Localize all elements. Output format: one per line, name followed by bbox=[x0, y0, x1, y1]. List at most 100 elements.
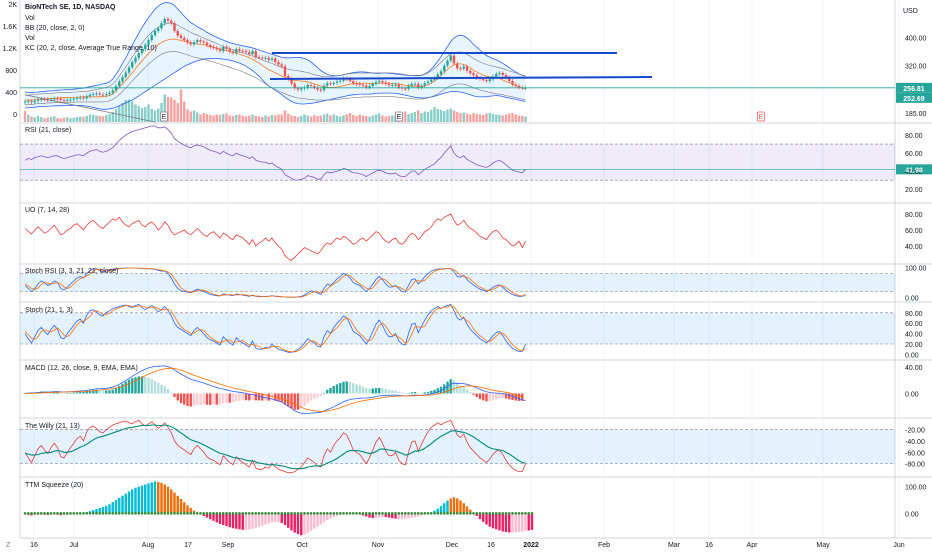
volume-bar bbox=[342, 115, 345, 122]
volume-bar bbox=[114, 109, 118, 122]
ttm-squeeze-dot bbox=[377, 512, 381, 515]
ttm-histogram-bar bbox=[111, 502, 114, 514]
volume-bar bbox=[134, 104, 137, 122]
ttm-squeeze-dot bbox=[514, 512, 518, 515]
macd-histogram-bar bbox=[140, 376, 144, 394]
price-candle bbox=[332, 82, 335, 84]
ttm-histogram-bar bbox=[368, 513, 371, 518]
ttm-histogram-bar bbox=[384, 513, 387, 518]
volume-bar bbox=[111, 112, 114, 122]
ttm-squeeze-dot bbox=[439, 512, 443, 515]
ttm-squeeze-dot bbox=[212, 512, 215, 515]
volume-bar bbox=[436, 109, 439, 122]
price-candle bbox=[111, 90, 114, 93]
volume-bar bbox=[144, 107, 147, 122]
price-candle bbox=[23, 101, 27, 103]
ttm-squeeze-dot bbox=[309, 512, 313, 515]
ttm-histogram-bar bbox=[508, 513, 511, 533]
x-axis-tick-label: Dec bbox=[446, 542, 459, 549]
ttm-squeeze-dot bbox=[221, 512, 225, 515]
price-candle bbox=[501, 72, 504, 76]
stoch-axis-label: 0.00 bbox=[905, 352, 919, 359]
rsi-band-fill bbox=[20, 144, 895, 181]
price-candle bbox=[456, 63, 459, 69]
ttm-histogram-bar bbox=[433, 510, 436, 514]
price-candle bbox=[160, 23, 163, 29]
ttm-squeeze-dot bbox=[111, 512, 115, 515]
ttm-axis-label: 100.00 bbox=[905, 485, 927, 492]
macd-histogram-bar bbox=[296, 393, 300, 410]
ttm-histogram-bar bbox=[225, 513, 228, 527]
volume-bar bbox=[283, 110, 287, 122]
volume-bar bbox=[296, 117, 300, 122]
ttm-squeeze-dot bbox=[104, 512, 108, 515]
volume-bar bbox=[202, 113, 205, 122]
rsi-title: RSI (21, close) bbox=[25, 127, 71, 134]
macd-histogram-bar bbox=[300, 393, 303, 409]
uo-title: UO (7, 14, 28) bbox=[25, 207, 69, 214]
ttm-histogram-bar bbox=[163, 484, 166, 514]
ttm-histogram-bar bbox=[485, 513, 488, 525]
ttm-squeeze-dot bbox=[234, 512, 238, 515]
ttm-squeeze-dot bbox=[498, 512, 501, 515]
price-candle bbox=[498, 72, 501, 74]
volume-bar bbox=[150, 109, 153, 122]
volume-bar bbox=[439, 110, 443, 122]
price-candle bbox=[371, 83, 374, 86]
macd-histogram-bar bbox=[179, 393, 183, 404]
macd-histogram-bar bbox=[316, 393, 319, 398]
volume-bar bbox=[469, 114, 472, 122]
rsi-last-label: 41.98 bbox=[905, 167, 923, 174]
ttm-squeeze-dot bbox=[65, 512, 69, 515]
macd-histogram-bar bbox=[95, 389, 98, 394]
volume-bar bbox=[472, 113, 475, 122]
price-candle bbox=[144, 44, 147, 49]
macd-histogram-bar bbox=[400, 392, 404, 394]
volume-bar bbox=[163, 94, 166, 122]
ttm-squeeze-dot bbox=[459, 512, 462, 515]
price-candle bbox=[410, 83, 413, 86]
ttm-histogram-bar bbox=[251, 513, 254, 529]
macd-histogram-bar bbox=[56, 391, 59, 394]
volume-bar bbox=[127, 99, 131, 122]
price-candle bbox=[69, 99, 72, 101]
ttm-squeeze-dot bbox=[130, 512, 134, 515]
rsi-axis-label: 60.00 bbox=[905, 151, 923, 158]
price-candle bbox=[300, 88, 303, 90]
ttm-squeeze-dot bbox=[33, 512, 37, 515]
price-candle bbox=[215, 47, 218, 50]
price-candle bbox=[459, 68, 462, 70]
price-candle bbox=[183, 38, 186, 41]
volume-bar bbox=[280, 114, 283, 122]
macd-histogram-bar bbox=[127, 379, 131, 394]
macd-histogram-bar bbox=[482, 393, 485, 401]
ttm-squeeze-dot bbox=[455, 512, 459, 515]
volume-bar bbox=[244, 116, 248, 122]
uo-axis-label: 80.00 bbox=[905, 212, 923, 219]
stoch-axis-label: 60.00 bbox=[905, 321, 923, 328]
ttm-histogram-bar bbox=[475, 513, 478, 516]
ttm-squeeze-dot bbox=[413, 512, 417, 515]
ttm-squeeze-dot bbox=[192, 512, 196, 515]
volume-bar bbox=[514, 114, 517, 122]
ttm-squeeze-dot bbox=[153, 512, 157, 515]
ttm-histogram-bar bbox=[381, 513, 384, 518]
price-candle bbox=[176, 30, 179, 36]
macd-title: MACD (12, 26, close, 9, EMA, EMA) bbox=[25, 365, 138, 372]
ttm-histogram-bar bbox=[244, 513, 248, 530]
volume-bar bbox=[23, 110, 27, 122]
x-axis-tick-label: May bbox=[816, 542, 830, 549]
ttm-histogram-bar bbox=[462, 503, 465, 514]
macd-histogram-bar bbox=[218, 393, 222, 405]
volume-bar bbox=[485, 113, 488, 122]
ttm-histogram-bar bbox=[498, 513, 501, 531]
price-candle bbox=[384, 82, 387, 84]
ttm-histogram-bar bbox=[449, 498, 452, 514]
ttm-squeeze-dot bbox=[260, 512, 264, 515]
macd-histogram-bar bbox=[306, 393, 309, 404]
volume-bar bbox=[33, 117, 36, 122]
price-candle bbox=[95, 93, 98, 95]
price-candle bbox=[378, 81, 381, 83]
volume-bar bbox=[482, 115, 485, 122]
